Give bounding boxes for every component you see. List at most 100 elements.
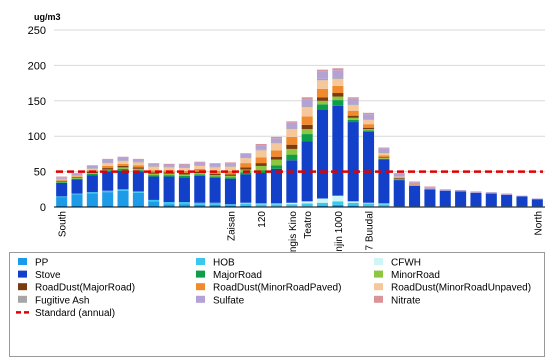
bar-segment-roaddust-majorroad <box>270 156 283 160</box>
bar-segment-stove <box>516 196 528 207</box>
bar-segment-fugitive-ash <box>56 178 68 180</box>
bar-segment-fugitive-ash <box>194 165 206 166</box>
bar-segment-stove <box>378 159 390 204</box>
bar-segment-cfwh <box>332 195 344 202</box>
bar-segment-roaddust-minorroadunpaved <box>132 162 144 166</box>
bar-segment-sulfate <box>270 138 283 143</box>
bar-segment-pp <box>316 205 329 207</box>
bar-segment-minorroad <box>270 159 283 166</box>
bar-segment-fugitive-ash <box>178 167 190 169</box>
legend-swatch-pp <box>18 258 27 265</box>
bar-segment-hob <box>132 191 144 193</box>
bar-segment-stove <box>347 122 359 202</box>
bar-segment-roaddust-minorroadpaved <box>316 88 329 98</box>
bar-segment-roaddust-majorroad <box>132 167 144 169</box>
y-tick-label: 200 <box>28 60 46 72</box>
bar-segment-minorroad <box>347 117 359 120</box>
bar-segment-stove <box>163 176 175 203</box>
bar-segment-roaddust-minorroadunpaved <box>301 107 313 117</box>
bar-segment-hob <box>347 202 359 206</box>
bar-segment-roaddust-minorroadunpaved <box>240 158 252 164</box>
bar-segment-majorroad <box>178 175 190 178</box>
bar-segment-sulfate <box>163 164 175 167</box>
bar-segment-majorroad <box>301 134 313 142</box>
bar-segment-sulfate <box>485 192 497 194</box>
legend-swatch-hob <box>196 258 205 265</box>
bar-segment-fugitive-ash <box>347 104 359 106</box>
bar-segment-stove <box>501 194 513 207</box>
bar-segment-roaddust-minorroadpaved <box>148 170 160 173</box>
bar-segment-majorroad <box>286 154 298 161</box>
bar-segment-roaddust-minorroadpaved <box>56 180 68 181</box>
bar-segment-majorroad <box>240 172 252 175</box>
legend-swatch-majorroad <box>196 270 205 278</box>
bar-segment-nitrate <box>209 163 221 164</box>
bar-segment-sulfate <box>71 173 83 176</box>
bar-segment-majorroad <box>148 175 160 177</box>
legend-swatch-minorroad <box>374 270 383 278</box>
unit-label: ug/m3 <box>34 12 61 22</box>
bar-segment-sulfate <box>332 70 344 78</box>
bar-segment-sulfate <box>363 114 375 120</box>
bar-segment-nitrate <box>301 97 313 100</box>
bar-segment-hob <box>301 203 313 207</box>
bar-segment-roaddust-minorroadunpaved <box>163 167 175 171</box>
bar-segment-roaddust-majorroad <box>332 93 344 97</box>
bar-segment-roaddust-minorroadunpaved <box>255 150 267 158</box>
bar-segment-majorroad <box>255 170 267 174</box>
bar-segment-majorroad <box>393 179 405 181</box>
legend-label-stove: Stove <box>35 270 61 281</box>
bar-segment-cfwh <box>286 202 298 205</box>
bar-segment-majorroad <box>71 178 83 180</box>
bar-segment-pp <box>347 205 359 207</box>
bar-segment-roaddust-minorroadpaved <box>409 184 421 186</box>
bar-segment-roaddust-majorroad <box>255 163 267 166</box>
bar-segment-stove <box>86 175 98 193</box>
bar-segment-fugitive-ash <box>224 165 236 167</box>
bar-segment-nitrate <box>393 173 405 174</box>
bar-segment-roaddust-minorroadunpaved <box>393 176 405 178</box>
bar-segment-fugitive-ash <box>363 119 375 120</box>
bar-segment-minorroad <box>286 148 298 155</box>
bar-segment-hob <box>86 192 98 194</box>
bar-segment-roaddust-minorroadunpaved <box>363 119 375 125</box>
bar-segment-nitrate <box>316 69 329 72</box>
bar-segment-minorroad <box>117 167 129 169</box>
legend-swatch-cfwh <box>374 258 383 265</box>
bar-segment-cfwh <box>347 201 359 203</box>
bar-segment-majorroad <box>332 100 344 106</box>
bar-segment-fugitive-ash <box>163 166 175 168</box>
x-axis-tick-labels: South Zaisan 120 Tengis Kino Teatro Denjin 10… <box>58 211 545 265</box>
x-tick-label: Tengis Kino <box>288 211 299 263</box>
x-tick-label: South <box>58 211 69 237</box>
bar-segment-roaddust-minorroadunpaved <box>56 179 68 181</box>
bar-segment-majorroad <box>347 119 359 123</box>
bar-segment-stove <box>209 177 221 203</box>
bar-segment-roaddust-minorroadpaved <box>270 150 283 157</box>
bar-segment-minorroad <box>56 181 68 183</box>
bar-segment-minorroad <box>71 177 83 179</box>
bar-segment-majorroad <box>209 176 221 178</box>
bar-segment-minorroad <box>393 178 405 180</box>
bar-segment-stove <box>393 180 405 207</box>
bar-segment-sulfate <box>117 157 129 161</box>
bar-segment-sulfate <box>516 195 528 197</box>
x-tick-label: Teatro <box>303 211 314 239</box>
bar-segment-roaddust-majorroad <box>71 177 83 178</box>
bar-segment-roaddust-majorroad <box>301 124 313 130</box>
bar-segment-fugitive-ash <box>301 106 313 108</box>
bar-segment-minorroad <box>378 158 390 159</box>
bar-segment-roaddust-minorroadpaved <box>224 170 236 175</box>
bar-segment-majorroad <box>378 158 390 160</box>
bar-segment-sulfate <box>409 182 421 185</box>
bar-segment-roaddust-minorroadpaved <box>286 136 298 145</box>
bar-segment-nitrate <box>132 158 144 160</box>
bar-segment-roaddust-majorroad <box>148 172 160 174</box>
bar-segment-hob <box>316 202 329 206</box>
bar-segment-stove <box>240 174 252 203</box>
bar-segment-roaddust-minorroadpaved <box>301 116 313 125</box>
bar-segment-cfwh <box>363 202 375 204</box>
bar-segment-nitrate <box>148 163 160 164</box>
bar-segment-hob <box>363 203 375 207</box>
legend-swatch-roaddust-minorroadunpaved <box>374 283 383 291</box>
